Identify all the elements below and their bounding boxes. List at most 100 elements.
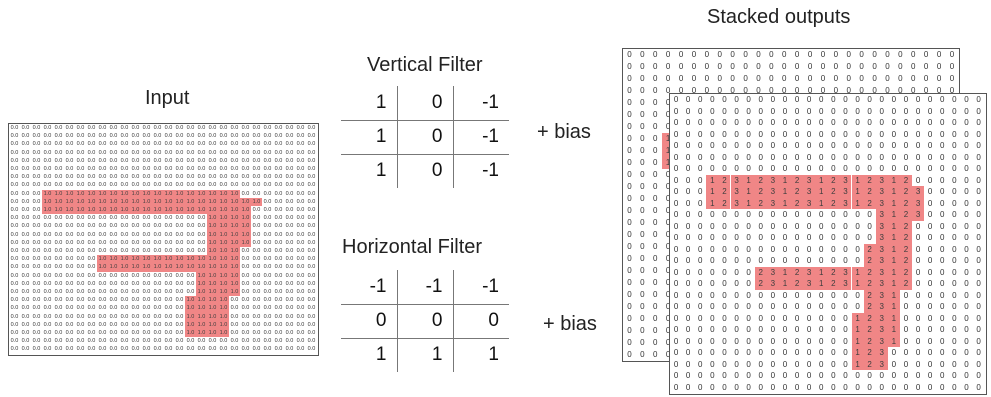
grid-cell: 0: [662, 109, 675, 121]
grid-cell: 0: [940, 382, 945, 392]
grid-cell: 0.0: [142, 346, 151, 353]
grid-cell: 0.0: [54, 330, 63, 336]
grid-cell: 0.0: [76, 239, 85, 246]
grid-cell: 0: [964, 118, 969, 127]
grid-cell: 0.0: [109, 248, 118, 254]
grid-cell: 0: [898, 50, 903, 59]
grid-cell: 0: [831, 302, 836, 311]
grid-cell: 0: [819, 371, 824, 380]
grid-cell: 0: [653, 158, 658, 167]
grid-cell: 0: [722, 359, 727, 369]
grid-cell: 0: [758, 256, 763, 265]
grid-cell: 0: [794, 95, 800, 104]
grid-cell: 0.0: [21, 289, 30, 295]
grid-cell: 0: [872, 62, 877, 71]
grid-cell: 0: [743, 62, 748, 71]
grid-cell: 0.0: [87, 280, 96, 287]
grid-cell: 0: [927, 175, 933, 185]
grid-cell: 0: [673, 129, 679, 139]
grid-cell: 0: [879, 164, 884, 173]
grid-cell: 0: [653, 134, 658, 143]
grid-cell: 0: [952, 141, 957, 150]
grid-cell: 0.0: [21, 256, 30, 263]
grid-cell: 2: [899, 278, 912, 290]
grid-cell: 0: [915, 106, 921, 116]
grid-cell: 0.0: [32, 280, 41, 287]
grid-cell: 0.0: [252, 297, 261, 304]
grid-cell: 0: [927, 290, 933, 300]
grid-cell: 0.0: [87, 231, 96, 238]
grid-cell: 0: [859, 86, 864, 95]
grid-cell: 0: [806, 359, 812, 369]
grid-cell: 0: [782, 313, 788, 323]
grid-cell: 0.0: [109, 231, 118, 238]
grid-cell: 0.0: [296, 248, 305, 254]
grid-cell: 0: [843, 233, 848, 242]
grid-cell: 0.0: [120, 149, 129, 156]
grid-cell: 0: [927, 336, 933, 346]
grid-cell: 1: [851, 312, 864, 324]
grid-cell: 0: [627, 266, 632, 275]
grid-cell: 1.0: [174, 197, 185, 206]
grid-cell: 0: [976, 175, 981, 185]
grid-cell: 0: [952, 290, 957, 300]
grid-cell: 0: [898, 74, 903, 83]
grid-cell: 0: [976, 279, 981, 288]
grid-cell: 0.0: [307, 346, 316, 353]
grid-cell: 0: [653, 110, 658, 119]
grid-cell: 0.0: [219, 149, 228, 156]
grid-cell: 0.0: [87, 338, 96, 345]
grid-cell: 0: [734, 382, 739, 392]
grid-cell: 0: [819, 359, 824, 369]
grid-cell: 0.0: [252, 305, 261, 312]
grid-cell: 0.0: [241, 174, 250, 181]
grid-cell: 0: [927, 359, 933, 369]
grid-cell: 0: [698, 210, 703, 219]
grid-cell: 1.0: [240, 197, 251, 206]
grid-cell: 0.0: [307, 256, 316, 263]
grid-cell: 0: [782, 382, 788, 392]
vertical-filter-title: Vertical Filter: [367, 54, 483, 76]
grid-cell: 0: [640, 170, 645, 179]
grid-cell: 0: [710, 129, 715, 139]
grid-cell: 1.0: [130, 263, 141, 272]
grid-cell: 0: [685, 244, 691, 254]
grid-cell: 0.0: [131, 272, 140, 279]
grid-cell: 0: [698, 336, 703, 346]
grid-cell: 0.0: [241, 133, 250, 140]
grid-cell: 0: [879, 141, 884, 150]
grid-cell: 0.0: [263, 166, 272, 172]
grid-cell: 0: [653, 218, 658, 227]
grid-cell: 0.0: [10, 248, 19, 254]
grid-cell: 0.0: [186, 174, 195, 181]
grid-cell: 0.0: [142, 321, 151, 328]
grid-cell: 0.0: [263, 174, 272, 181]
grid-cell: 0: [746, 164, 751, 173]
grid-cell: 0: [976, 129, 981, 139]
grid-cell: 0.0: [98, 305, 107, 312]
grid-cell: 0.0: [241, 264, 250, 271]
grid-cell: 0: [915, 256, 921, 265]
grid-cell: 0: [653, 326, 658, 335]
grid-cell: 1.0: [196, 206, 207, 215]
grid-cell: 0: [627, 158, 632, 167]
grid-cell: 0: [872, 50, 877, 59]
grid-cell: 1.0: [185, 320, 196, 329]
grid-cell: 0.0: [307, 297, 316, 304]
grid-cell: 1.0: [185, 197, 196, 206]
grid-cell: 1.0: [119, 263, 130, 272]
grid-cell: 0.0: [164, 330, 173, 336]
grid-cell: 0: [831, 256, 836, 265]
grid-cell: 0.0: [98, 272, 107, 279]
grid-cell: 0.0: [54, 297, 63, 304]
grid-cell: 0.0: [54, 174, 63, 181]
grid-cell: 0.0: [120, 133, 129, 140]
grid-cell: 1.0: [97, 189, 108, 198]
grid-cell: 0: [794, 256, 800, 265]
grid-cell: 0: [915, 336, 921, 346]
grid-cell: 0.0: [142, 133, 151, 140]
grid-cell: 0: [831, 382, 836, 392]
grid-cell: 0.0: [241, 280, 250, 287]
grid-cell: 0.0: [296, 280, 305, 287]
grid-cell: 0.0: [175, 338, 184, 345]
